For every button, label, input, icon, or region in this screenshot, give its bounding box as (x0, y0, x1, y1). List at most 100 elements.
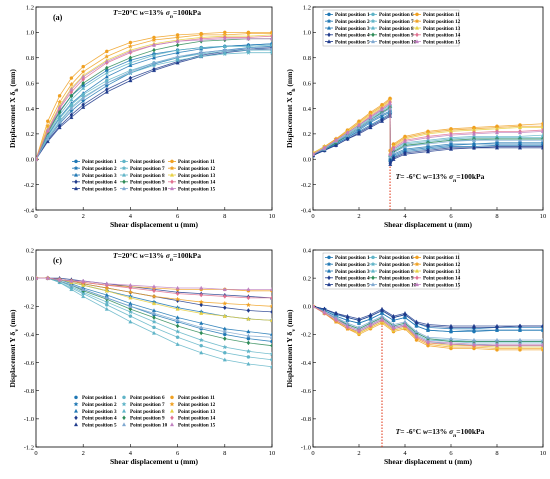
legend-entry: Point position 8 (120, 172, 165, 179)
data-point (388, 151, 393, 156)
data-point (104, 70, 109, 75)
legend-entry: Point position 8 (121, 408, 165, 415)
legend-entry: Point position 12 (413, 261, 461, 268)
y-tick-label: -1.0 (301, 444, 311, 451)
data-point (391, 313, 396, 318)
legend-entry: Point position 2 (72, 165, 117, 172)
data-point (425, 322, 431, 327)
legend-label: Point position 2 (82, 402, 117, 408)
legend-marker (122, 159, 126, 164)
data-point (57, 99, 63, 105)
data-point (391, 150, 396, 155)
legend-label: Point position 1 (335, 255, 370, 261)
data-point (69, 76, 74, 80)
legend-label: Point position 13 (423, 269, 461, 275)
legend-entry: Point position 11 (170, 395, 215, 401)
data-point (128, 304, 133, 308)
data-point (402, 322, 408, 327)
data-point (45, 127, 50, 132)
legend-label: Point position 12 (178, 402, 216, 408)
legend-marker (414, 261, 420, 267)
data-point (81, 278, 86, 283)
data-point (345, 130, 350, 135)
legend-marker (169, 401, 175, 407)
data-point (128, 314, 133, 318)
data-point (246, 316, 251, 321)
legend-entry: Point position 13 (168, 172, 216, 179)
data-point (345, 313, 350, 318)
legend-label: Point position 1 (82, 395, 117, 401)
x-tick-label: 8 (495, 213, 498, 220)
legend-label: Point position 14 (178, 180, 216, 186)
data-point (128, 319, 133, 324)
data-point (128, 69, 133, 74)
x-tick-label: 0 (34, 450, 37, 457)
data-point (151, 62, 157, 68)
y-tick-label: 0.0 (26, 157, 34, 164)
legend-label: Point position 6 (130, 159, 165, 165)
y-axis-label-group: Displacement X δh (mm) (8, 69, 20, 148)
legend-marker (74, 395, 78, 400)
legend-entry: Point position 15 (168, 186, 216, 192)
data-point (223, 336, 227, 341)
legend-label: Point position 12 (423, 19, 461, 25)
series-group (313, 96, 543, 166)
x-tick-label: 0 (311, 213, 314, 220)
data-point (80, 69, 86, 74)
data-point (151, 293, 157, 299)
x-tick-label: 2 (82, 450, 85, 457)
legend-entry: Point position 3 (325, 25, 370, 32)
data-point (104, 74, 109, 79)
data-point (127, 289, 133, 295)
data-point (69, 93, 74, 99)
legend-entry: Point position 4 (325, 32, 370, 39)
data-point (269, 351, 272, 357)
data-point (246, 287, 251, 291)
data-point (246, 336, 251, 341)
legend-label: Point position 9 (130, 180, 165, 186)
legend-label: Point position 2 (335, 262, 370, 268)
data-point (471, 137, 477, 142)
series-15 (36, 275, 272, 291)
legend-marker (370, 261, 376, 267)
legend-marker (73, 401, 79, 407)
data-point (175, 318, 180, 322)
legend-marker (169, 172, 175, 177)
data-point (245, 302, 251, 308)
legend-marker (370, 268, 376, 273)
legend-entry: Point position 8 (369, 25, 414, 32)
data-point (269, 50, 272, 55)
data-point (151, 52, 157, 57)
data-point (246, 295, 251, 301)
legend-entry: Point position 13 (413, 25, 461, 32)
legend-entry: Point position 14 (413, 275, 461, 282)
x-tick-label: 10 (269, 213, 276, 220)
data-point (540, 132, 543, 137)
data-point (36, 275, 39, 280)
panel-title: T=20°C w=13% σn=100kPa (113, 8, 201, 20)
data-point (414, 329, 419, 334)
data-point (517, 130, 523, 135)
data-point (414, 319, 419, 324)
data-point (151, 68, 157, 73)
data-point (81, 96, 86, 100)
x-tick-label: 6 (449, 450, 453, 457)
panel-c: 0 2 4 6 8 10 -1.2 -1.0 -0.8 -0.6 -0.4 -0.2 0.0 0.2 She… (8, 247, 275, 466)
data-point (517, 327, 523, 332)
data-point (127, 309, 133, 315)
data-point (151, 311, 157, 315)
data-point (269, 287, 272, 291)
data-point (151, 330, 157, 335)
data-point (246, 36, 251, 41)
legend-entry: Point position 3 (325, 268, 370, 275)
legend-label: Point position 3 (335, 269, 370, 275)
y-tick-label: -0.2 (24, 304, 34, 311)
x-tick-label: 4 (403, 213, 407, 220)
legend-label: Point position 8 (130, 173, 165, 179)
data-point (222, 287, 227, 291)
data-point (199, 330, 203, 336)
legend-label: Point position 3 (82, 173, 117, 179)
data-point (36, 157, 39, 161)
data-point (199, 285, 204, 290)
data-point (151, 60, 157, 65)
